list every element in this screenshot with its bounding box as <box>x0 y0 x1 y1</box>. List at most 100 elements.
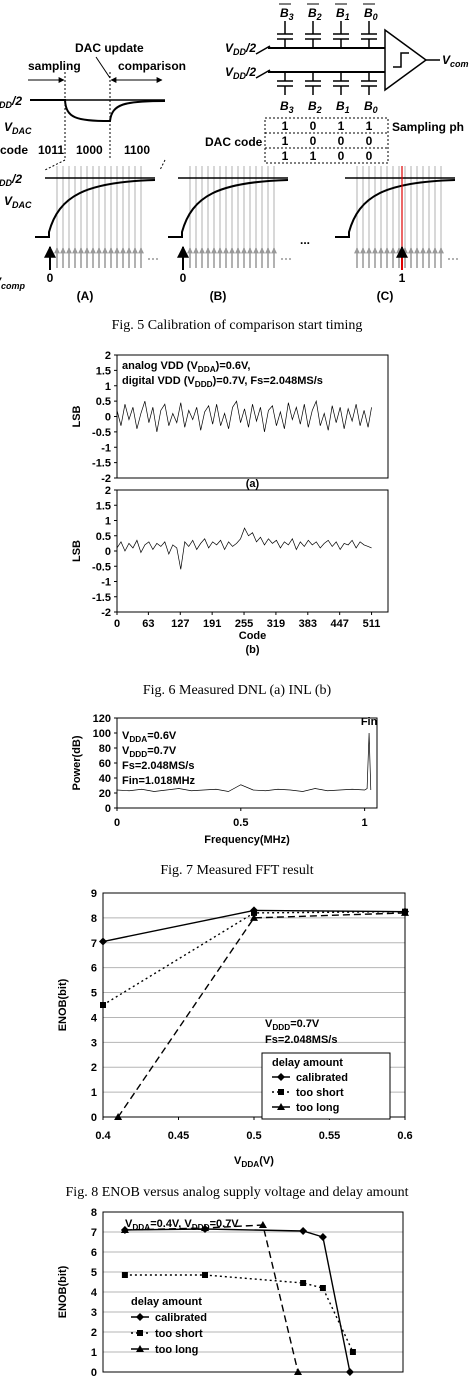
capacitor <box>305 72 321 95</box>
y-tick-label: 0.5 <box>96 531 111 543</box>
plot-frame <box>116 489 389 613</box>
switch <box>255 69 271 79</box>
dac-code-bit: 0 <box>366 149 373 163</box>
comparison-label: comparison <box>118 59 186 73</box>
y-tick-label: 60 <box>99 758 111 770</box>
start-label: 0 <box>47 271 54 285</box>
annotation: Fin=1.018MHz <box>122 775 196 787</box>
dac-code-bit: 1 <box>282 119 289 133</box>
panel-label: (b) <box>245 644 259 656</box>
subscript: 3 <box>289 12 294 22</box>
text-part: B <box>336 6 345 20</box>
dot <box>152 258 154 260</box>
subscript: DDA <box>132 1223 150 1232</box>
comparator-output-label: Vcom <box>442 53 469 69</box>
switch <box>255 45 271 55</box>
dot <box>448 258 450 260</box>
marker <box>121 1272 128 1278</box>
y-tick-label: 2 <box>91 1327 97 1339</box>
y-axis-label: ENOB(bit) <box>57 978 69 1031</box>
text-part: =0.7V <box>290 1018 320 1030</box>
annotation: Fs=2.048MS/s <box>265 1034 337 1046</box>
capacitor <box>305 21 321 48</box>
text-part: Fs=2.048MS/s <box>122 760 194 772</box>
y-tick-label: -1.5 <box>92 592 111 604</box>
x-tick-label: 0.5 <box>246 1130 261 1142</box>
panel-label: (A) <box>77 289 94 303</box>
y-axis-label: LSB <box>71 405 83 427</box>
subscript: DAC <box>12 200 32 210</box>
text-part: V <box>265 1018 273 1030</box>
panel-label: (a) <box>246 478 260 490</box>
code-table <box>264 117 389 164</box>
subscript: com <box>450 59 469 69</box>
vdac-label: VDAC <box>4 120 32 136</box>
marker <box>300 1280 307 1286</box>
y-axis-label: Power(dB) <box>71 735 83 790</box>
y-tick-label: -0.5 <box>92 427 111 439</box>
sampling-label: sampling <box>28 59 81 73</box>
capacitor <box>361 72 377 95</box>
y-tick-label: 8 <box>91 913 97 925</box>
y-tick-label: 3 <box>91 1307 97 1319</box>
data-line <box>116 399 372 432</box>
subscript: 2 <box>316 12 322 22</box>
marker <box>99 937 107 946</box>
code-label: code <box>0 143 28 157</box>
text-part: B <box>280 6 289 20</box>
marker <box>299 1227 308 1235</box>
caption: Fig. 8 ENOB versus analog supply voltage… <box>66 1185 409 1200</box>
text-part: B <box>364 99 373 113</box>
capacitor <box>333 21 349 48</box>
subscript: 1 <box>345 105 350 115</box>
dot <box>148 258 150 260</box>
subscript: DAC <box>12 126 32 136</box>
marker <box>277 1103 285 1110</box>
comparator-symbol <box>393 52 409 68</box>
zoom-line <box>159 159 166 171</box>
x-tick-label: 383 <box>299 618 317 630</box>
text-part: =0.7V <box>147 745 177 757</box>
marker <box>401 908 409 916</box>
marker <box>250 913 258 921</box>
text-part: analog VDD (V <box>122 360 198 372</box>
data-line <box>117 912 406 1118</box>
marker <box>318 1233 327 1241</box>
y-tick-label: 4 <box>91 1287 98 1299</box>
dac-code-bit: 0 <box>310 134 317 148</box>
dac-code-bit: 1 <box>338 119 345 133</box>
y-tick-label: 7 <box>91 1227 97 1239</box>
dot <box>281 258 283 260</box>
update-pointer <box>95 56 111 79</box>
y-tick-label: 1 <box>91 1087 97 1099</box>
vdd-half-label: VDD/2 <box>0 172 22 188</box>
subscript: comp <box>1 281 26 291</box>
annotation: Fs=2.048MS/s <box>122 760 194 772</box>
marker <box>137 1330 143 1336</box>
vdac-waveform <box>335 179 456 238</box>
dac-code-bit: 0 <box>338 134 345 148</box>
y-axis-label: ENOB(bit) <box>57 1265 69 1318</box>
x-axis-label: VDDA(V) <box>234 1155 274 1169</box>
dac-code-bit: 1 <box>282 134 289 148</box>
text-part: V <box>0 275 2 289</box>
capacitor <box>361 21 377 48</box>
text-part: V <box>225 41 234 55</box>
x-tick-label: 511 <box>363 618 381 630</box>
data-line <box>116 527 372 570</box>
text-part: V <box>442 53 451 67</box>
plot-frame <box>116 717 378 809</box>
subscript: DDD <box>272 1023 290 1032</box>
code-value: 1000 <box>76 143 103 157</box>
code-value: 1011 <box>38 143 64 157</box>
y-tick-label: 1.5 <box>96 500 111 512</box>
y-tick-label: 0 <box>105 412 111 424</box>
text-part: B <box>364 6 373 20</box>
dac-code-bit: 1 <box>366 119 373 133</box>
marker <box>202 1272 208 1278</box>
y-tick-label: 20 <box>99 788 111 800</box>
vdac-waveform <box>168 179 289 238</box>
bit-label: B1 <box>336 99 350 115</box>
x-tick-label: 0.6 <box>397 1130 412 1142</box>
